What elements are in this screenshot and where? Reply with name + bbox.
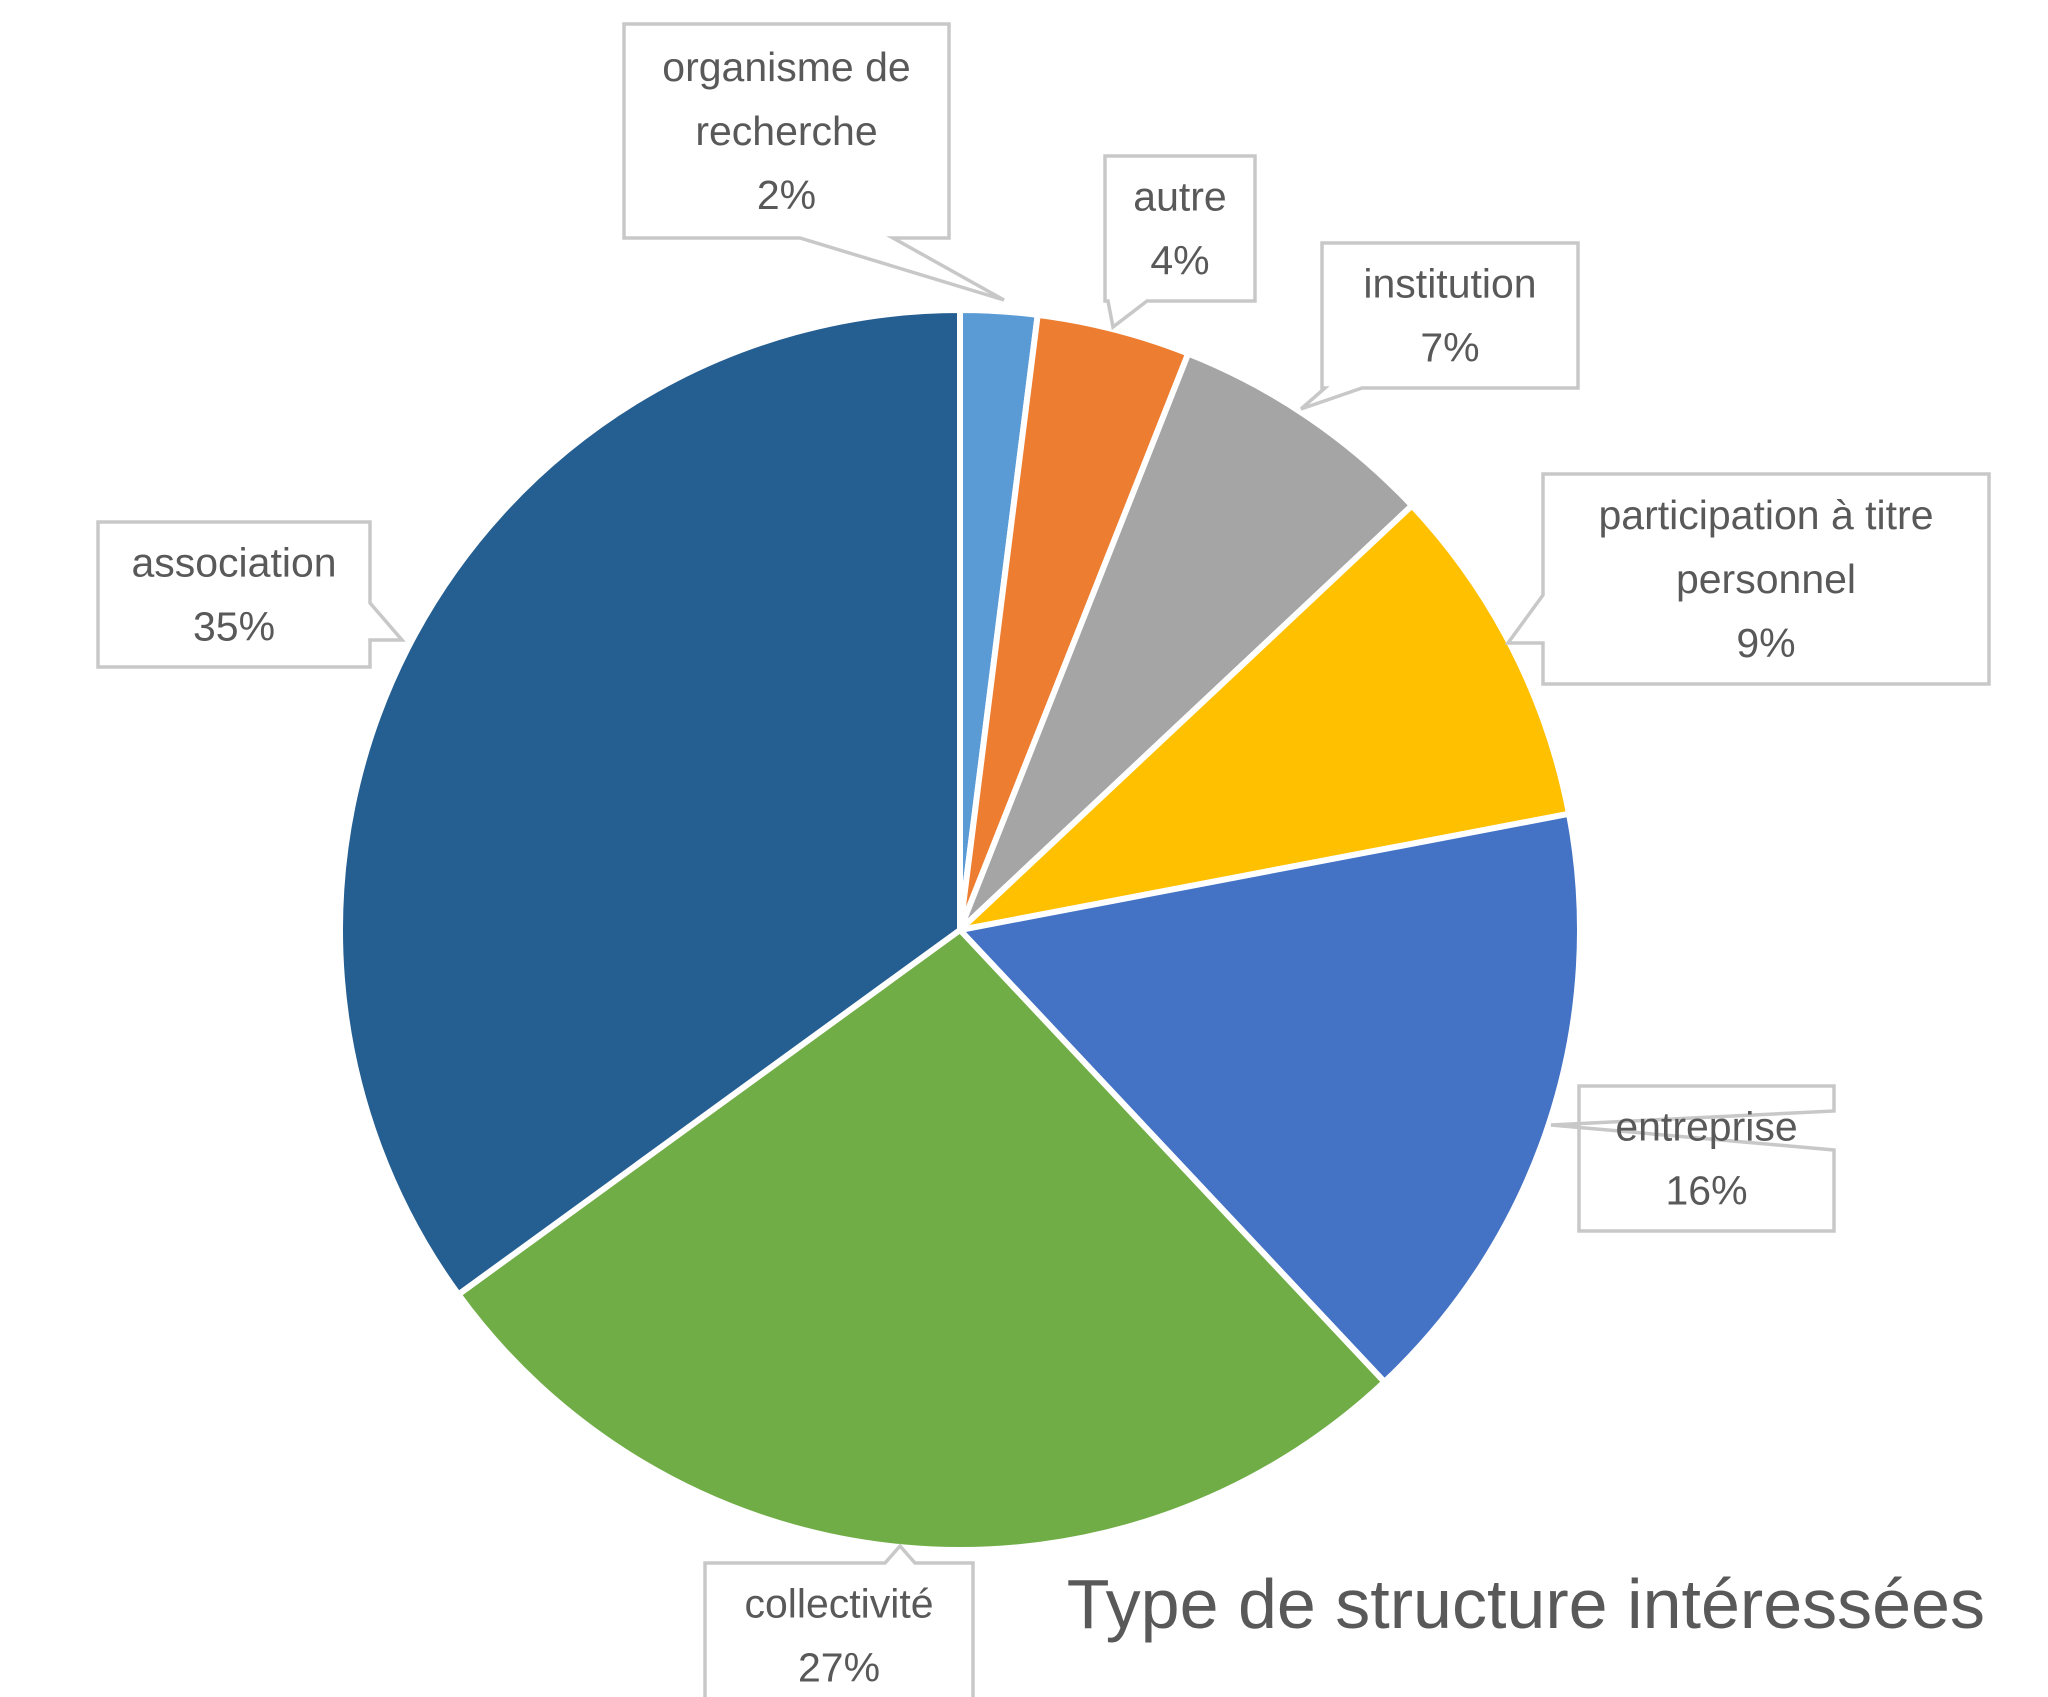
pie-slice-entreprise <box>957 810 1583 1385</box>
data-label-callout: organisme de recherche 2% <box>622 22 1005 302</box>
data-label-callout: autre 4% <box>1103 154 1257 331</box>
data-label-value: 7% <box>1420 325 1479 371</box>
data-label-category: autre <box>1133 174 1226 220</box>
data-label-callout: participation à titre personnel 9% <box>1504 472 1991 686</box>
data-label-category: institution <box>1363 261 1536 307</box>
data-label-category: personnel <box>1676 556 1856 602</box>
pie-callouts: organisme de recherche 2% autre 4% institutio… <box>96 22 1991 1697</box>
callout-box <box>622 22 1005 302</box>
data-label-value: 27% <box>798 1645 880 1691</box>
data-label-category: collectivité <box>744 1581 933 1627</box>
data-label-category: association <box>131 540 336 586</box>
data-label-category: recherche <box>695 108 877 154</box>
data-label-value: 9% <box>1736 620 1795 666</box>
data-label-category: organisme de <box>662 44 910 90</box>
data-label-value: 35% <box>193 604 275 650</box>
callout-box <box>703 1543 975 1697</box>
data-label-callout: institution 7% <box>1299 241 1580 411</box>
data-label-value: 16% <box>1665 1168 1747 1214</box>
data-label-category: participation à titre <box>1598 492 1933 538</box>
pie-slice-association <box>337 307 963 1298</box>
callout-box <box>1550 1084 1836 1233</box>
pie-slice-institution <box>957 350 1415 933</box>
callout-box <box>1103 154 1257 331</box>
data-label-category: entreprise <box>1615 1104 1797 1150</box>
data-label-callout: collectivité 27% <box>703 1543 975 1697</box>
data-label-value: 4% <box>1150 238 1209 284</box>
data-label-value: 2% <box>757 172 816 218</box>
data-label-callout: entreprise 16% <box>1550 1084 1836 1233</box>
data-label-callout: association 35% <box>96 520 406 669</box>
callout-box <box>1299 241 1580 411</box>
pie-slices <box>337 307 1583 1553</box>
chart-title: Type de structure intéressées <box>1067 1565 1985 1643</box>
callout-box <box>1504 472 1991 686</box>
pie-slice-participation-à-titre-personnel <box>957 502 1573 933</box>
callout-box <box>96 520 406 669</box>
